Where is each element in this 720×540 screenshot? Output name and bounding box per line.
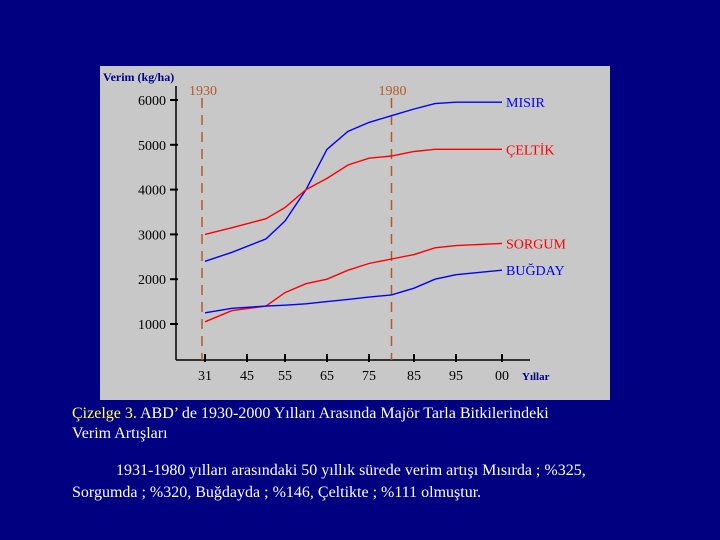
x-tick-label-0: 31 [198, 369, 212, 384]
x-tick-label-2: 55 [278, 369, 292, 384]
summary-note: 1931-1980 yılları arasındaki 50 yıllık s… [72, 460, 692, 504]
series-label-3: BUĞDAY [506, 262, 565, 279]
series-line-3 [204, 269, 503, 314]
note-line2: Sorgumda ; %320, Buğdayda ; %146, Çeltik… [72, 484, 482, 501]
series-label-1: ÇELTİK [506, 142, 554, 158]
caption-text-line2: Verim Artışları [72, 425, 168, 442]
x-tick-label-6: 95 [449, 369, 463, 384]
x-axis-title: Yıllar [522, 371, 550, 383]
year-marker-label-1980: 1980 [379, 84, 407, 99]
x-tick-label-1: 45 [240, 369, 254, 384]
series-label-0: MISIR [506, 96, 546, 111]
x-tick-label-5: 85 [407, 369, 421, 384]
caption-label: Çizelge 3. [72, 405, 137, 422]
series-line-1 [204, 148, 502, 236]
chart-panel: 1000 2000 3000 4000 5000 6000 31 45 55 65 75 85 95 00… [100, 66, 610, 400]
y-tick-label-2: 3000 [138, 228, 166, 243]
caption-text-line1: ABD’ de 1930-2000 Yılları Arasında Majör… [136, 405, 549, 422]
y-tick-label-3: 4000 [138, 184, 166, 199]
chart-caption: Çizelge 3. ABD’ de 1930-2000 Yılları Ara… [72, 404, 672, 444]
x-tick-label-7: 00 [495, 369, 509, 384]
note-line1: 1931-1980 yılları arasındaki 50 yıllık s… [116, 462, 586, 479]
y-tick-label-0: 1000 [138, 318, 166, 333]
year-marker-label-1930: 1930 [189, 84, 217, 99]
yield-line-chart: 1000 2000 3000 4000 5000 6000 31 45 55 65 75 85 95 00… [100, 66, 610, 400]
y-tick-label-5: 6000 [138, 94, 166, 109]
series-line-0 [204, 101, 502, 262]
y-tick-label-1: 2000 [138, 273, 166, 288]
chart-background [100, 66, 610, 400]
y-tick-label-4: 5000 [138, 139, 166, 154]
y-axis-title: Verim (kg/ha) [103, 70, 174, 84]
series-label-2: SORGUM [506, 237, 566, 252]
x-tick-label-3: 65 [320, 369, 334, 384]
x-tick-label-4: 75 [362, 369, 376, 384]
